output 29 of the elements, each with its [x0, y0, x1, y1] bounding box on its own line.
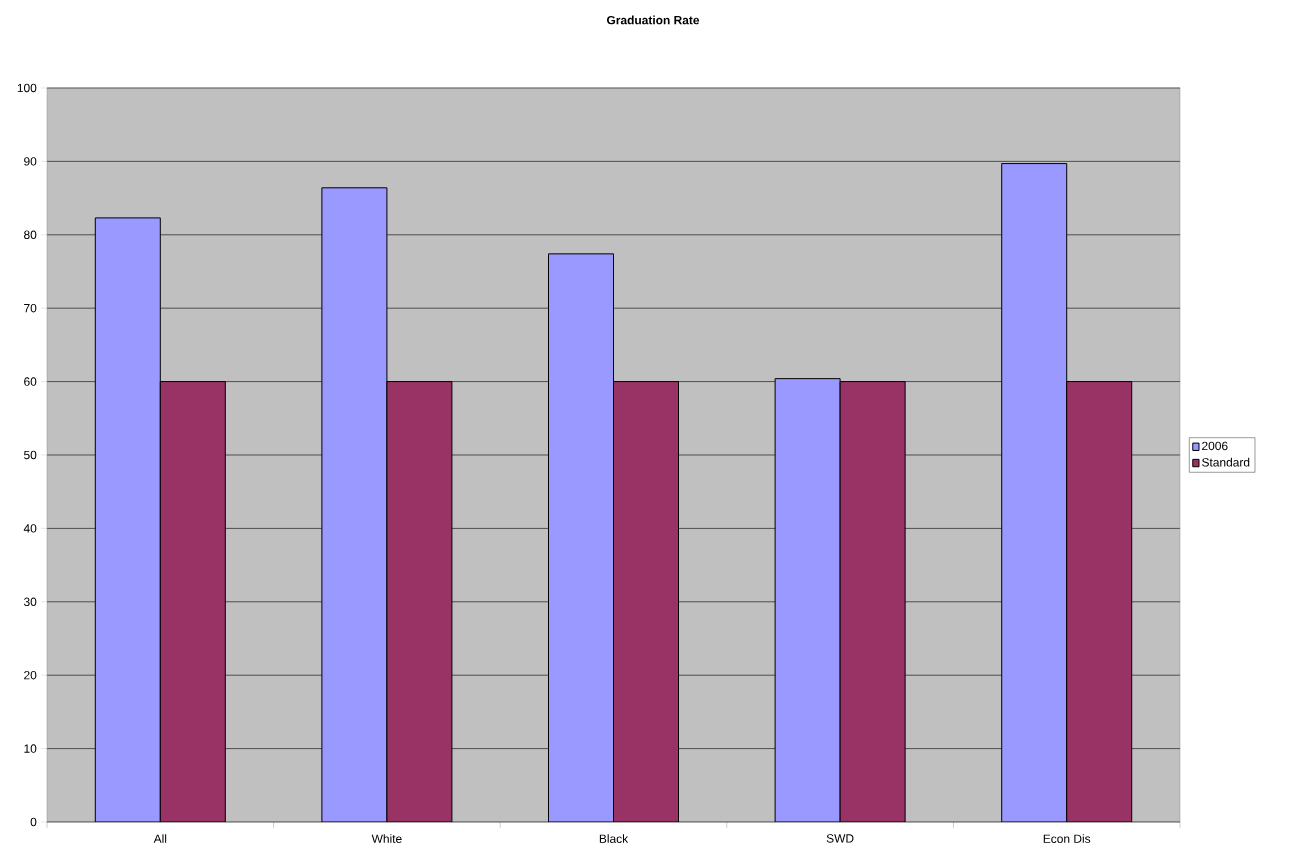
bar: [321, 187, 388, 822]
x-tick-label: Econ Dis: [1043, 834, 1091, 843]
y-tick-label: 30: [23, 597, 37, 607]
y-tick-label: 80: [24, 230, 37, 240]
bar: [774, 378, 841, 822]
y-tick-label: 50: [24, 450, 37, 460]
x-tick-label: White: [371, 834, 402, 843]
x-tick-label: All: [153, 834, 167, 843]
y-tick-label: 60: [24, 377, 37, 386]
y-tick-label: 0: [30, 817, 37, 827]
bar: [159, 381, 226, 822]
bar: [1001, 163, 1068, 822]
bar: [839, 381, 906, 822]
y-tick-label: 100: [17, 83, 37, 93]
bar: [1066, 381, 1133, 822]
legend-label: 2006: [1202, 441, 1228, 451]
legend-label: Standard: [1202, 457, 1250, 467]
bar: [386, 381, 453, 822]
y-tick-label: 90: [24, 157, 37, 166]
bar: [548, 253, 615, 822]
y-tick-label: 10: [24, 744, 37, 753]
y-tick-label: 20: [24, 670, 37, 680]
x-tick-label: SWD: [826, 834, 854, 843]
y-tick-label: 40: [23, 524, 37, 533]
bar: [613, 381, 680, 822]
bar: [94, 217, 161, 822]
y-tick-label: 70: [24, 303, 37, 313]
chart-title: Graduation Rate: [607, 15, 700, 25]
x-tick-label: Black: [599, 834, 629, 843]
